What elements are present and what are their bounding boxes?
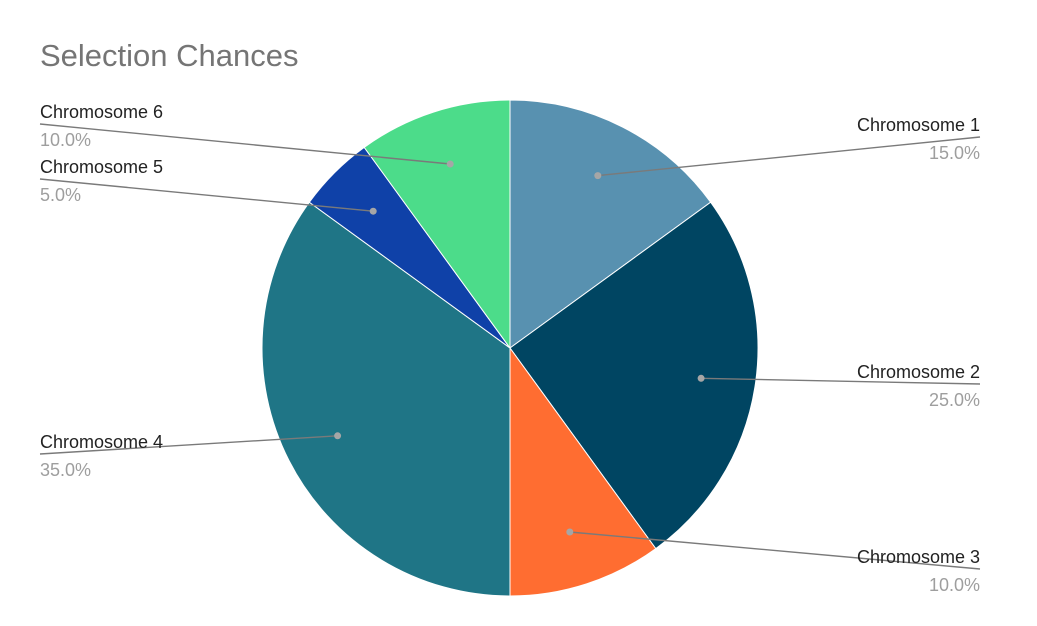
leader-dot-5 xyxy=(369,207,377,215)
slice-name-label: Chromosome 5 xyxy=(40,157,163,177)
pie-labels: Chromosome 115.0%Chromosome 225.0%Chromo… xyxy=(39,102,981,595)
leader-line-3 xyxy=(569,531,981,570)
leader-dot-4 xyxy=(334,432,342,440)
slice-name-label: Chromosome 6 xyxy=(40,102,163,122)
pie-slice-2 xyxy=(509,201,759,550)
slice-label-1: Chromosome 1 15.0% xyxy=(594,115,981,180)
leader-line-4 xyxy=(39,435,338,455)
slice-name-label: Chromosome 4 xyxy=(40,432,163,452)
pie-slice-6 xyxy=(363,99,511,350)
slice-percent-label: 10.0% xyxy=(929,575,980,595)
leader-line-2 xyxy=(701,377,981,385)
chart-title: Selection Chances xyxy=(40,38,299,73)
slice-label-5: Chromosome 5 5.0% xyxy=(39,157,377,215)
slice-percent-label: 25.0% xyxy=(929,390,980,410)
slice-name-label: Chromosome 2 xyxy=(857,362,980,382)
leader-line-6 xyxy=(39,123,451,165)
slice-name-label: Chromosome 3 xyxy=(857,547,980,567)
slice-percent-label: 10.0% xyxy=(40,130,91,150)
slice-label-2: Chromosome 2 25.0% xyxy=(697,362,981,410)
slice-percent-label: 35.0% xyxy=(40,460,91,480)
slice-name-label: Chromosome 1 xyxy=(857,115,980,135)
slice-label-6: Chromosome 6 10.0% xyxy=(39,102,454,168)
slice-label-3: Chromosome 3 10.0% xyxy=(566,528,981,595)
pie-slice-1 xyxy=(509,99,712,349)
slice-percent-label: 5.0% xyxy=(40,185,81,205)
leader-dot-3 xyxy=(566,528,574,536)
pie-slice-4 xyxy=(261,201,511,597)
leader-line-1 xyxy=(597,136,981,177)
leader-dot-2 xyxy=(697,374,705,382)
pie-slice-3 xyxy=(509,346,657,597)
leader-dot-1 xyxy=(594,172,602,180)
slice-label-4: Chromosome 4 35.0% xyxy=(39,432,342,480)
leader-dot-6 xyxy=(446,160,454,168)
leader-line-5 xyxy=(39,178,374,212)
pie-slices xyxy=(261,99,759,597)
slice-percent-label: 15.0% xyxy=(929,143,980,163)
